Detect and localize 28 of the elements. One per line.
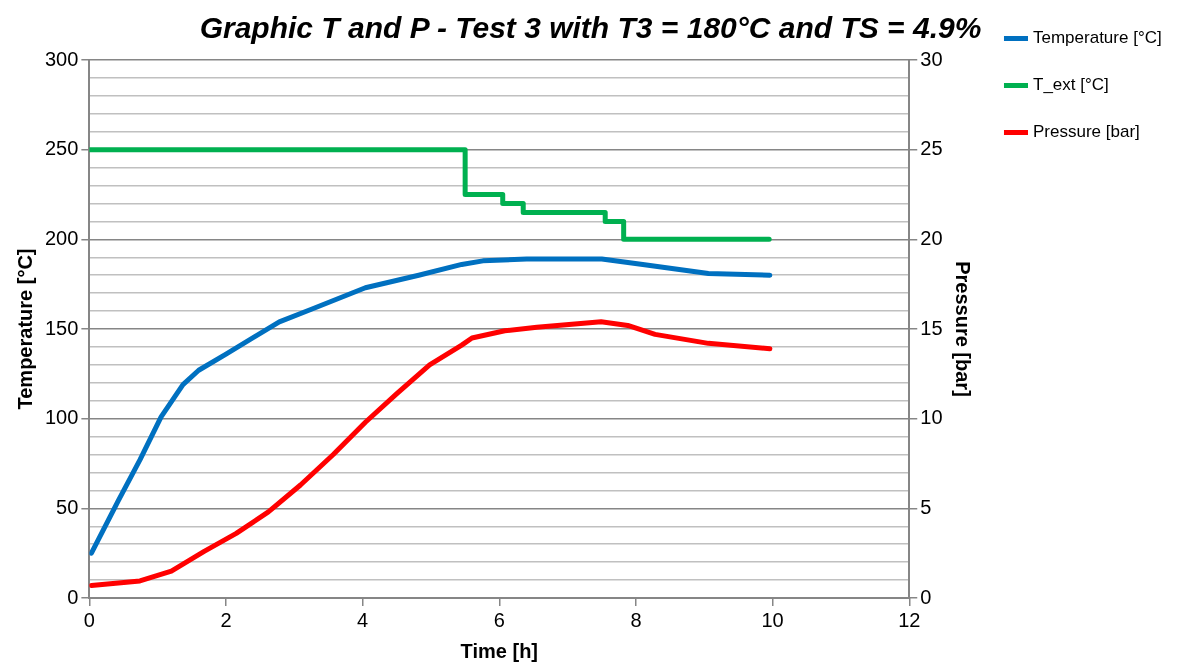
y2-tick-label: 20 (920, 226, 943, 249)
y-tick-label: 50 (56, 495, 79, 518)
legend-label: Pressure [bar] (1033, 122, 1140, 142)
legend-label: Temperature [°C] (1033, 28, 1162, 48)
y2-axis-title: Pressure [bar] (951, 261, 974, 397)
x-axis-title: Time [h] (460, 639, 539, 662)
y2-tick-label: 25 (920, 137, 943, 160)
y-tick-label: 150 (44, 316, 79, 339)
y2-tick-label: 15 (920, 316, 943, 339)
y-tick-label: 100 (44, 406, 79, 429)
chart-title: Graphic T and P - Test 3 with T3 = 180°C and TS = 4.9% (199, 11, 982, 45)
x-tick-label: 6 (493, 608, 505, 631)
y2-tick-label: 10 (920, 406, 943, 429)
y-tick-label: 300 (44, 47, 79, 70)
x-tick-label: 0 (83, 608, 95, 631)
y-tick-label: 200 (44, 226, 79, 249)
x-tick-label: 4 (357, 608, 369, 631)
y2-tick-label: 30 (920, 47, 943, 70)
x-tick-label: 10 (761, 608, 784, 631)
x-tick-label: 12 (898, 608, 921, 631)
legend-label: T_ext [°C] (1033, 75, 1109, 95)
y-axis-title: Temperature [°C] (13, 248, 36, 410)
y-tick-label: 0 (67, 585, 79, 608)
x-tick-label: 2 (220, 608, 232, 631)
y-tick-label: 250 (44, 137, 79, 160)
y2-tick-label: 5 (920, 495, 932, 518)
x-tick-label: 8 (630, 608, 642, 631)
y2-tick-label: 0 (920, 585, 932, 608)
